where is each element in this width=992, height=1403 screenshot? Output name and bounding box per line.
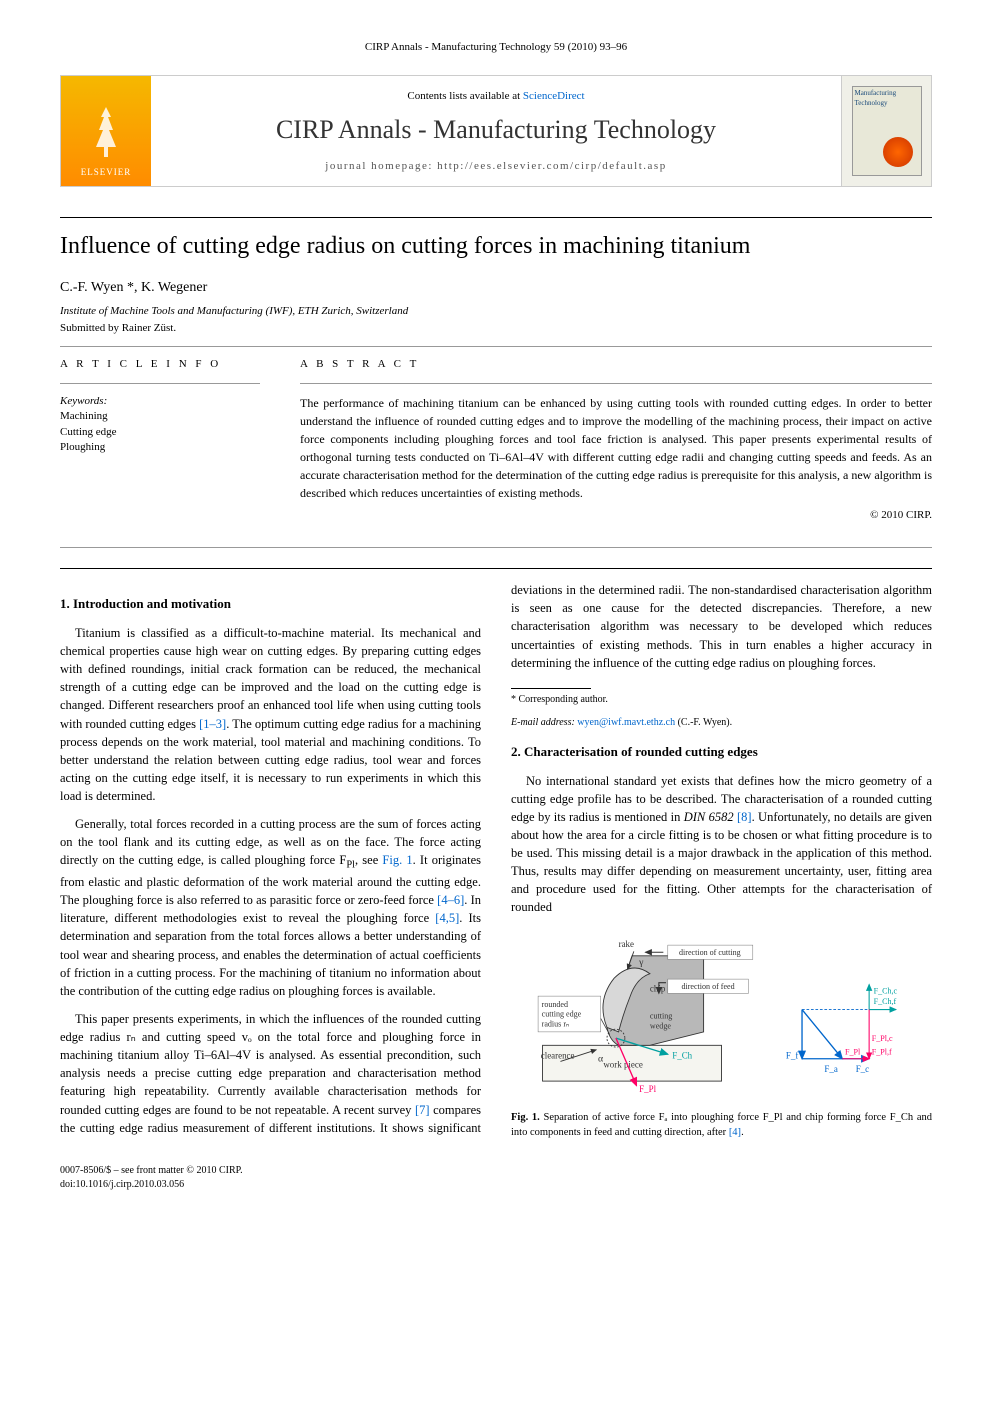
contents-line: Contents lists available at ScienceDirec… — [161, 89, 831, 104]
s1-p1: Titanium is classified as a difficult-to… — [60, 624, 481, 805]
abstract-text: The performance of machining titanium ca… — [300, 394, 932, 502]
fig-1-link[interactable]: Fig. 1 — [382, 853, 412, 867]
keyword: Ploughing — [60, 440, 260, 455]
doi-line: doi:10.1016/j.cirp.2010.03.056 — [60, 1178, 932, 1192]
ref-link-8[interactable]: [8] — [737, 810, 752, 824]
text: Titanium is classified as a difficult-to… — [60, 626, 481, 731]
publisher-logo: ELSEVIER — [61, 76, 151, 186]
banner-center: Contents lists available at ScienceDirec… — [151, 79, 841, 184]
rule-top — [60, 217, 932, 218]
authors: C.-F. Wyen *, K. Wegener — [60, 278, 932, 298]
svg-text:F_Ch: F_Ch — [672, 1050, 692, 1060]
figure-1: work piecechiprakeγclearenceαroundedcutt… — [511, 929, 932, 1141]
elsevier-tree-icon — [81, 102, 131, 162]
info-abstract-row: A R T I C L E I N F O Keywords: Machinin… — [60, 357, 932, 523]
email-label: E-mail address: — [511, 717, 577, 728]
journal-homepage: journal homepage: http://ees.elsevier.co… — [161, 159, 831, 174]
journal-title: CIRP Annals - Manufacturing Technology — [161, 112, 831, 148]
issn-line: 0007-8506/$ – see front matter © 2010 CI… — [60, 1164, 932, 1178]
cover-thumbnail: Manufacturing Technology — [852, 86, 922, 176]
figure-1-caption: Fig. 1. Separation of active force Fₐ in… — [511, 1110, 932, 1140]
text: , see — [355, 853, 382, 867]
section-1-heading: 1. Introduction and motivation — [60, 595, 481, 614]
article-info-column: A R T I C L E I N F O Keywords: Machinin… — [60, 357, 260, 523]
text: (C.-F. Wyen). — [675, 717, 732, 728]
s1-p2: Generally, total forces recorded in a cu… — [60, 815, 481, 1000]
section-2-heading: 2. Characterisation of rounded cutting e… — [511, 743, 932, 762]
footer: 0007-8506/$ – see front matter © 2010 CI… — [60, 1164, 932, 1192]
publisher-name: ELSEVIER — [81, 166, 132, 179]
keyword: Cutting edge — [60, 425, 260, 440]
svg-text:F_c: F_c — [856, 1064, 869, 1074]
svg-text:chip: chip — [650, 983, 666, 993]
abstract-copyright: © 2010 CIRP. — [300, 508, 932, 523]
svg-text:F_Pl,c: F_Pl,c — [872, 1033, 893, 1042]
svg-text:F_Pl,f: F_Pl,f — [872, 1047, 892, 1056]
svg-text:cutting: cutting — [650, 1011, 672, 1020]
keywords-label: Keywords: — [60, 394, 260, 409]
fig-label: Fig. 1. — [511, 1112, 540, 1123]
svg-text:rounded: rounded — [542, 999, 568, 1008]
rule-under-authors — [60, 346, 932, 347]
svg-text:F_a: F_a — [824, 1064, 837, 1074]
rule-body-start — [60, 568, 932, 569]
svg-text:cutting edge: cutting edge — [542, 1009, 582, 1018]
rule-under-abstract — [60, 547, 932, 548]
svg-text:F_Pl: F_Pl — [845, 1047, 861, 1056]
author-email-link[interactable]: wyen@iwf.mavt.ethz.ch — [577, 717, 675, 728]
din-standard: DIN 6582 — [684, 810, 734, 824]
svg-text:clearence: clearence — [541, 1050, 575, 1060]
running-head: CIRP Annals - Manufacturing Technology 5… — [60, 40, 932, 55]
sciencedirect-link[interactable]: ScienceDirect — [523, 90, 585, 102]
cover-graphic-icon — [883, 137, 913, 167]
affiliation: Institute of Machine Tools and Manufactu… — [60, 304, 932, 319]
svg-text:F_Ch,f: F_Ch,f — [874, 997, 897, 1006]
ref-link-7[interactable]: [7] — [415, 1103, 430, 1117]
corresponding-author: * Corresponding author. — [511, 693, 932, 706]
text: This paper presents experiments, in whic… — [60, 1012, 481, 1117]
svg-text:radius rₙ: radius rₙ — [542, 1019, 570, 1028]
sub: Pl — [346, 860, 355, 871]
svg-text:direction of cutting: direction of cutting — [679, 948, 741, 957]
svg-text:α: α — [598, 1053, 603, 1064]
article-info-label: A R T I C L E I N F O — [60, 357, 260, 372]
ref-link-4-6[interactable]: [4–6] — [437, 893, 464, 907]
body-two-column: 1. Introduction and motivation Titanium … — [60, 581, 932, 1143]
contents-prefix: Contents lists available at — [407, 90, 522, 102]
email-line: E-mail address: wyen@iwf.mavt.ethz.ch (C… — [511, 716, 932, 729]
svg-text:F_f: F_f — [786, 1050, 798, 1060]
text: . Unfortunately, no details are given ab… — [511, 810, 932, 915]
ref-link-1-3[interactable]: [1–3] — [199, 717, 226, 731]
svg-text:γ: γ — [638, 956, 644, 967]
article-title: Influence of cutting edge radius on cutt… — [60, 230, 932, 264]
svg-text:F_Ch,c: F_Ch,c — [874, 986, 898, 995]
abstract-column: A B S T R A C T The performance of machi… — [300, 357, 932, 523]
footnote-rule — [511, 688, 591, 689]
svg-text:direction of feed: direction of feed — [681, 982, 734, 991]
journal-cover: Manufacturing Technology — [841, 76, 931, 186]
abstract-label: A B S T R A C T — [300, 357, 932, 372]
cover-thumb-title: Manufacturing Technology — [855, 89, 919, 109]
svg-text:wedge: wedge — [650, 1021, 671, 1030]
svg-text:rake: rake — [619, 939, 634, 949]
text: Separation of active force Fₐ into ploug… — [511, 1112, 932, 1138]
journal-banner: ELSEVIER Contents lists available at Sci… — [60, 75, 932, 187]
text: . — [741, 1127, 744, 1138]
ref-link-4[interactable]: [4] — [729, 1127, 741, 1138]
figure-1-diagram: work piecechiprakeγclearenceαroundedcutt… — [511, 929, 932, 1099]
svg-text:work piece: work piece — [603, 1059, 642, 1069]
s2-p1: No international standard yet exists tha… — [511, 772, 932, 917]
keyword: Machining — [60, 409, 260, 424]
svg-text:F_Pl: F_Pl — [639, 1083, 656, 1093]
ref-link-4-5[interactable]: [4,5] — [435, 911, 459, 925]
submitted-by: Submitted by Rainer Züst. — [60, 321, 932, 336]
